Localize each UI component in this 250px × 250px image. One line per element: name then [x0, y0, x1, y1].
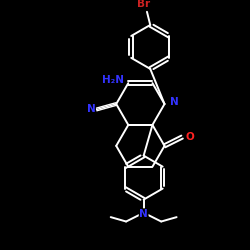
Text: H₂N: H₂N [102, 75, 124, 85]
Text: N: N [86, 104, 95, 115]
Text: N: N [139, 209, 148, 219]
Text: Br: Br [137, 0, 150, 9]
Text: N: N [170, 97, 179, 107]
Text: O: O [186, 132, 194, 142]
